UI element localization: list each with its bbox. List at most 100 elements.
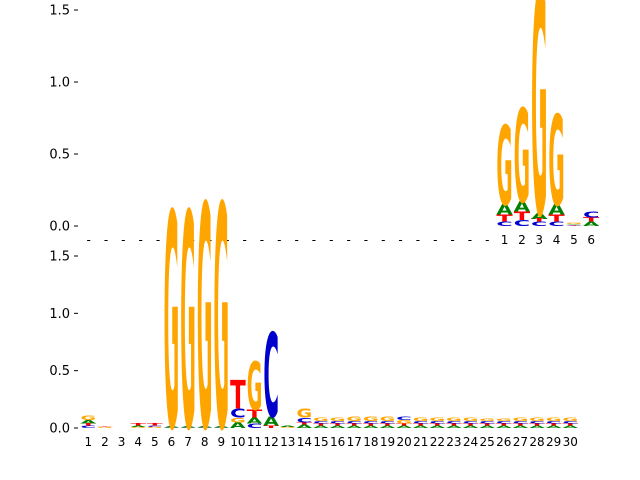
x-tick-label: -: [294, 233, 298, 247]
logo-letter-a: A: [164, 426, 180, 428]
logo-letter-g: G: [396, 419, 412, 424]
x-tick-label: -: [381, 233, 385, 247]
logo-letter-c: C: [180, 427, 196, 428]
logo-letter-c: C: [313, 421, 329, 425]
x-tick-label: 4: [134, 435, 142, 449]
logo-letter-c: C: [81, 425, 97, 429]
logo-letter-t: T: [531, 218, 548, 223]
logo-letter-g: G: [97, 427, 113, 429]
logo-letter-g: G: [430, 417, 446, 422]
x-tick-label: 5: [151, 435, 159, 449]
y-tick-label: 1.5: [49, 250, 70, 265]
x-tick-label: 18: [363, 435, 378, 449]
logo-letter-c: C: [496, 221, 512, 228]
logo-letter-a: A: [263, 414, 279, 429]
x-tick-label: -: [242, 233, 246, 247]
logo-letter-t: T: [562, 423, 579, 427]
logo-letter-t: T: [463, 423, 480, 427]
y-tick-label: 0.5: [49, 148, 70, 163]
logo-letter-c: C: [247, 422, 263, 430]
logo-letter-a: A: [247, 416, 263, 425]
logo-letter-c: C: [197, 427, 213, 428]
logo-letter-g: G: [230, 417, 246, 424]
logo-letter-c: C: [562, 421, 578, 425]
logo-letter-g: G: [164, 154, 180, 480]
logo-letter-a: A: [583, 221, 599, 228]
logo-letter-a: A: [213, 426, 229, 428]
x-tick-label: -: [416, 233, 420, 247]
x-tick-label: -: [398, 233, 402, 247]
logo-letter-a: A: [380, 425, 397, 428]
x-tick-label: 21: [413, 435, 428, 449]
x-tick-label: -: [208, 233, 212, 247]
x-tick-label: 1: [84, 435, 92, 449]
x-tick-label: 4: [553, 233, 561, 247]
y-tick-label: 1.5: [49, 4, 70, 19]
x-tick-label: 13: [280, 435, 295, 449]
logo-letter-a: A: [479, 425, 496, 428]
logo-letter-c: C: [230, 407, 246, 421]
logo-letter-t: T: [496, 213, 513, 224]
logo-letter-g: G: [363, 416, 379, 423]
logo-letter-t: T: [479, 423, 496, 427]
logo-letter-t: T: [263, 425, 280, 429]
logo-letter-a: A: [297, 424, 314, 429]
x-tick-label: 24: [463, 435, 478, 449]
logo-letter-g: G: [413, 417, 429, 422]
logo-letter-c: C: [548, 221, 564, 228]
x-tick-label: 11: [247, 435, 262, 449]
logo-letter-g: G: [346, 416, 362, 423]
logo-letter-t: T: [330, 423, 347, 427]
x-tick-label: 8: [201, 435, 209, 449]
logo-letter-c: C: [380, 421, 396, 425]
logo-letter-a: A: [313, 425, 330, 428]
logo-letter-g: G: [81, 415, 97, 422]
logo-letter-g: G: [496, 418, 512, 422]
logo-letter-a: A: [566, 224, 583, 225]
logo-letter-a: A: [514, 199, 531, 215]
logo-letter-t: T: [496, 423, 513, 427]
logo-letter-c: C: [514, 219, 530, 228]
logo-letter-c: C: [330, 421, 346, 425]
x-tick-label: -: [86, 233, 90, 247]
x-tick-label: -: [190, 233, 194, 247]
logo-letter-g: G: [297, 406, 313, 421]
logo-letter-c: C: [363, 421, 379, 425]
logo-letter-g: G: [496, 106, 512, 231]
x-tick-label: -: [364, 233, 368, 247]
logo-letter-g: G: [529, 417, 545, 422]
logo-letter-c: C: [147, 425, 163, 427]
logo-letter-a: A: [496, 425, 513, 428]
logo-letter-g: G: [280, 427, 296, 429]
logo-letter-t: T: [313, 423, 330, 427]
logo-letter-g: G: [197, 144, 213, 480]
logo-letter-g: G: [463, 417, 479, 422]
logo-letter-g: G: [546, 417, 562, 422]
logo-letter-a: A: [130, 426, 146, 428]
logo-letter-t: T: [546, 423, 563, 427]
logo-letter-t: T: [130, 423, 147, 427]
logo-letter-t: T: [548, 213, 565, 224]
x-tick-label: -: [121, 233, 125, 247]
logo-panel-top: 0.00.51.01.5- - - - - - - - - - - - - - - - - - - - - - - -1CTA…: [49, 0, 599, 286]
logo-letter-a: A: [463, 425, 480, 428]
x-tick-label: -: [468, 233, 472, 247]
logo-letter-a: A: [531, 211, 548, 220]
logo-letter-c: C: [463, 421, 479, 425]
logo-letter-g: G: [313, 417, 329, 422]
x-tick-label: 20: [396, 435, 411, 449]
x-tick-label: 27: [513, 435, 528, 449]
logo-letter-c: C: [430, 421, 446, 425]
logo-letter-t: T: [430, 423, 447, 427]
logo-letter-t: T: [396, 423, 413, 427]
x-tick-label: -: [450, 233, 454, 247]
logo-letter-g: G: [548, 88, 564, 233]
logo-letter-g: G: [147, 427, 163, 429]
logo-letter-g: G: [380, 416, 396, 423]
x-tick-label: -: [485, 233, 489, 247]
x-tick-label: 6: [168, 435, 176, 449]
logo-letter-g: G: [213, 144, 229, 480]
x-tick-label: 12: [263, 435, 278, 449]
x-tick-label: 16: [330, 435, 345, 449]
